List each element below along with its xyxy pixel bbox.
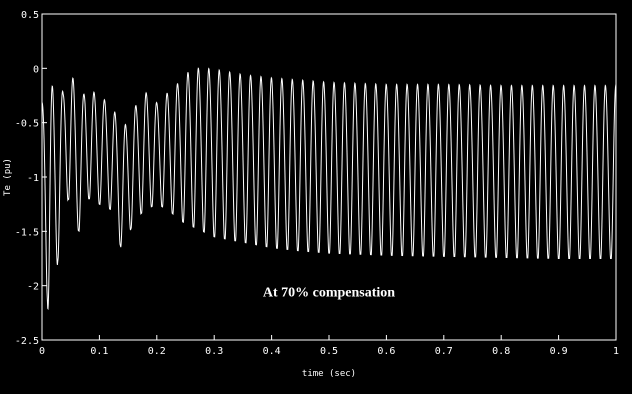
y-tick-label: -0.5 — [15, 119, 39, 130]
x-tick-label: 0.3 — [205, 346, 223, 357]
y-tick-label: -1 — [27, 173, 39, 184]
x-tick-label: 0.7 — [435, 346, 453, 357]
x-tick-label: 0.9 — [550, 346, 568, 357]
plot-area — [41, 13, 617, 341]
x-tick-label: 1 — [613, 346, 619, 357]
x-tick-label: 0.2 — [148, 346, 166, 357]
y-axis-label: Te (pu) — [3, 158, 13, 196]
y-tick-label: -1.5 — [15, 227, 39, 238]
x-tick-label: 0.4 — [263, 346, 281, 357]
x-tick-label: 0.1 — [90, 346, 108, 357]
y-tick-label: -2.5 — [15, 336, 39, 347]
y-tick-label: 0.5 — [21, 10, 39, 21]
y-axis: 0.5 0 -0.5 -1 -1.5 -2 -2.5 — [15, 10, 47, 347]
annotation-label: At 70% compensation — [263, 286, 395, 301]
x-axis: 0 0.1 0.2 0.3 0.4 0.5 0.6 0.7 0.8 0.9 1 — [39, 335, 619, 357]
y-tick-label: 0 — [33, 64, 39, 75]
x-tick-label: 0.5 — [320, 346, 338, 357]
x-tick-label: 0.8 — [492, 346, 510, 357]
x-tick-label: 0 — [39, 346, 45, 357]
x-tick-label: 0.6 — [377, 346, 395, 357]
y-tick-label: -2 — [27, 282, 39, 293]
torque-series-line — [41, 67, 617, 311]
x-axis-label: time (sec) — [302, 369, 356, 379]
